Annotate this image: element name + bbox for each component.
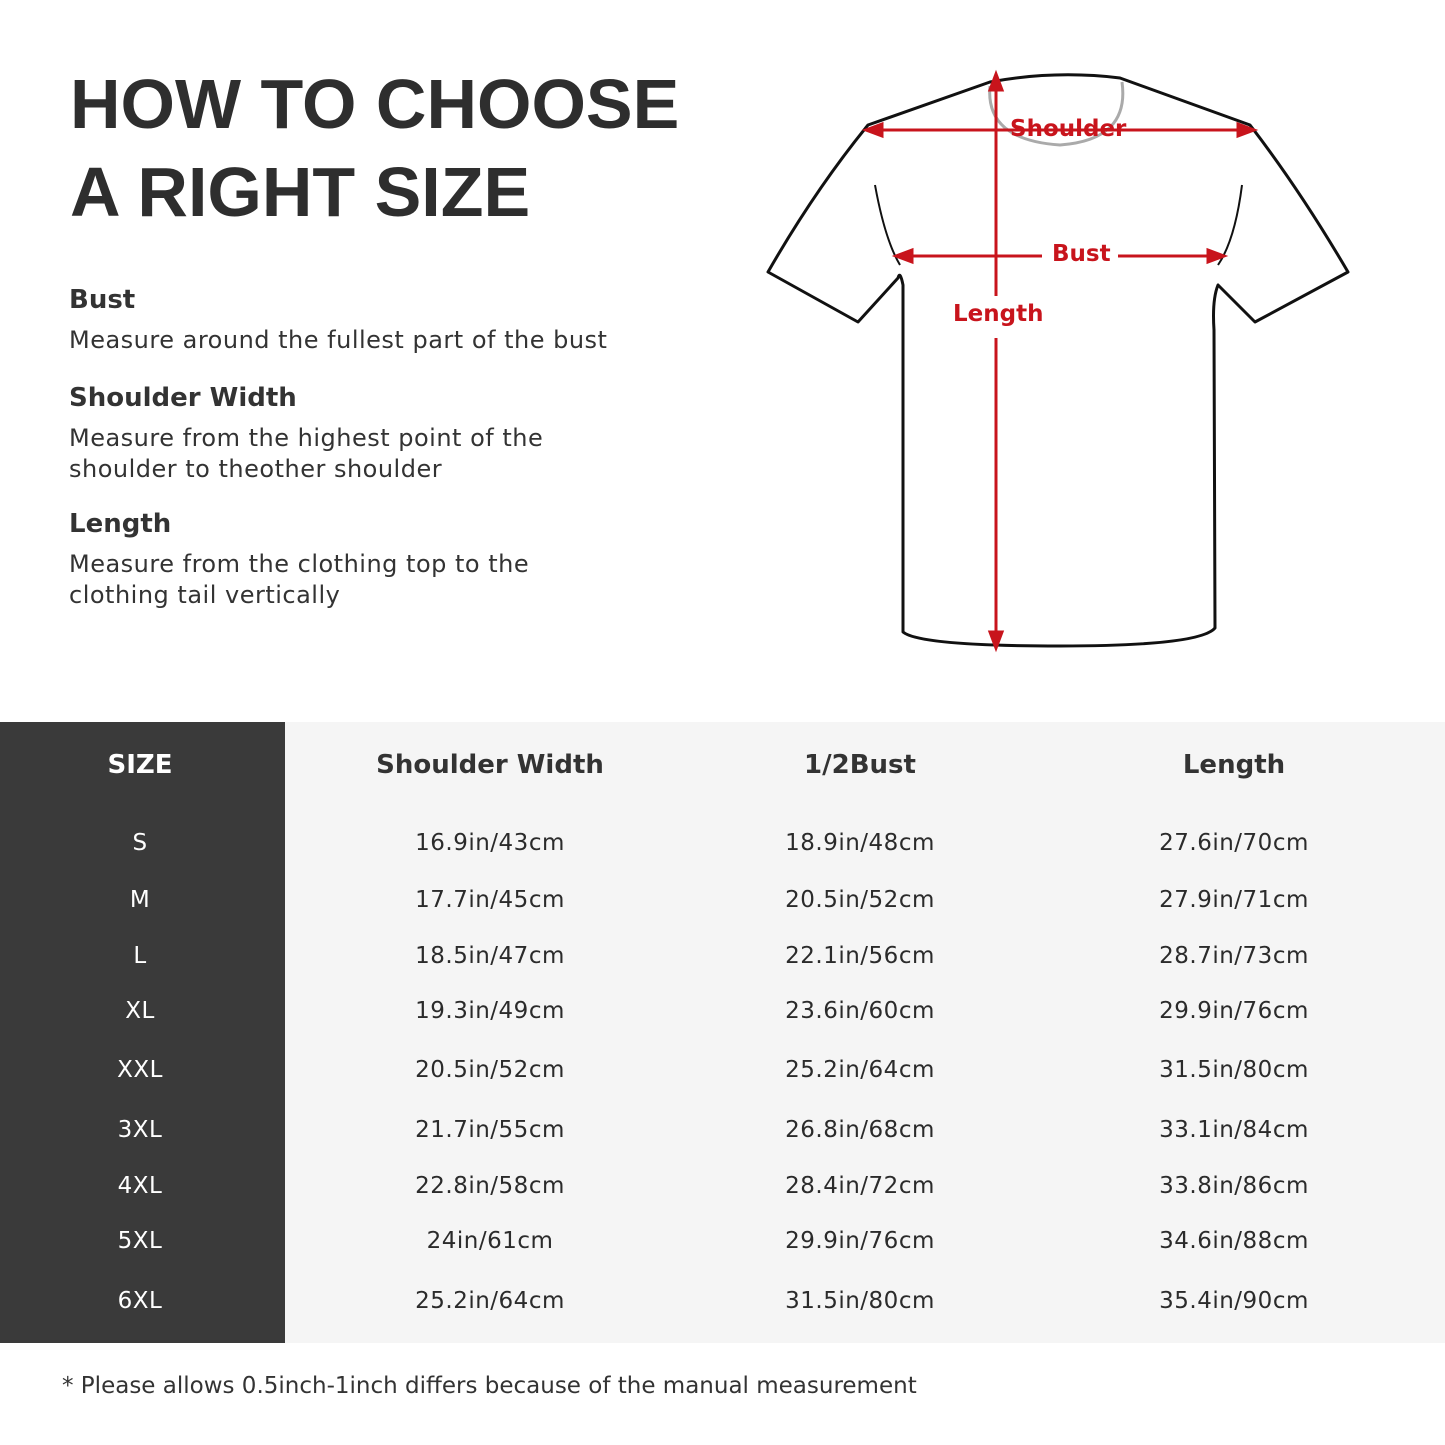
cell-half-bust: 29.9in/76cm	[785, 1228, 935, 1254]
size-column-background	[0, 722, 285, 1343]
cell-shoulder-width: 22.8in/58cm	[415, 1173, 565, 1199]
cell-shoulder-width: 19.3in/49cm	[415, 998, 565, 1024]
guide-desc-length: Measure from the clothing top to the clo…	[69, 549, 529, 611]
title-line-1: HOW TO CHOOSE	[70, 65, 680, 143]
desc-line: Measure from the clothing top to the	[69, 550, 530, 578]
cell-half-bust: 25.2in/64cm	[785, 1057, 935, 1083]
cell-length: 27.9in/71cm	[1159, 887, 1309, 913]
cell-size: 3XL	[117, 1117, 163, 1143]
cell-length: 35.4in/90cm	[1159, 1288, 1309, 1314]
cell-length: 29.9in/76cm	[1159, 998, 1309, 1024]
header-length: Length	[1182, 750, 1286, 780]
tshirt-diagram	[766, 69, 1350, 653]
cell-shoulder-width: 17.7in/45cm	[415, 887, 565, 913]
collar	[988, 81, 1125, 147]
cell-shoulder-width: 25.2in/64cm	[415, 1288, 565, 1314]
cell-half-bust: 20.5in/52cm	[785, 887, 935, 913]
guide-term-bust: Bust	[69, 285, 136, 315]
guide-term-shoulder: Shoulder Width	[69, 383, 297, 413]
cell-size: 4XL	[117, 1173, 163, 1199]
cell-shoulder-width: 21.7in/55cm	[415, 1117, 565, 1143]
guide-desc-bust: Measure around the fullest part of the b…	[69, 326, 608, 354]
cell-shoulder-width: 18.5in/47cm	[415, 943, 565, 969]
cell-size: L	[133, 943, 147, 969]
cell-size: XXL	[117, 1057, 163, 1083]
cell-size: 6XL	[117, 1288, 163, 1314]
cell-length: 28.7in/73cm	[1159, 943, 1309, 969]
bust-label: Bust	[1052, 241, 1111, 267]
header-size: SIZE	[107, 750, 173, 780]
measurement-note: * Please allows 0.5inch-1inch differs be…	[62, 1373, 917, 1399]
cell-half-bust: 22.1in/56cm	[785, 943, 935, 969]
cell-half-bust: 23.6in/60cm	[785, 998, 935, 1024]
cell-shoulder-width: 20.5in/52cm	[415, 1057, 565, 1083]
guide-term-length: Length	[69, 509, 172, 539]
desc-line: clothing tail vertically	[69, 581, 341, 609]
length-label: Length	[953, 301, 1044, 327]
guide-desc-shoulder: Measure from the highest point of the sh…	[69, 423, 543, 485]
desc-line: shoulder to theother shoulder	[69, 455, 443, 483]
page-title: HOW TO CHOOSE A RIGHT SIZE	[70, 60, 679, 236]
cell-shoulder-width: 16.9in/43cm	[415, 830, 565, 856]
cell-length: 33.8in/86cm	[1159, 1173, 1309, 1199]
cell-length: 33.1in/84cm	[1159, 1117, 1309, 1143]
cell-length: 31.5in/80cm	[1159, 1057, 1309, 1083]
cell-size: 5XL	[117, 1228, 163, 1254]
header-shoulder-width: Shoulder Width	[376, 750, 604, 780]
size-table: SIZE Shoulder Width 1/2Bust Length S 16.9in/4…	[0, 722, 1445, 1343]
cell-length: 27.6in/70cm	[1159, 830, 1309, 856]
cell-size: S	[132, 830, 148, 856]
shoulder-label: Shoulder	[1010, 116, 1127, 142]
cell-size: M	[129, 887, 151, 913]
cell-half-bust: 26.8in/68cm	[785, 1117, 935, 1143]
cell-half-bust: 28.4in/72cm	[785, 1173, 935, 1199]
cell-half-bust: 18.9in/48cm	[785, 830, 935, 856]
cell-size: XL	[125, 998, 155, 1024]
desc-line: Measure from the highest point of the	[69, 424, 544, 452]
header-half-bust: 1/2Bust	[804, 750, 916, 780]
cell-half-bust: 31.5in/80cm	[785, 1288, 935, 1314]
cell-length: 34.6in/88cm	[1159, 1228, 1309, 1254]
tshirt-outline	[766, 73, 1350, 648]
title-line-2: A RIGHT SIZE	[70, 153, 531, 231]
cell-shoulder-width: 24in/61cm	[426, 1228, 554, 1254]
